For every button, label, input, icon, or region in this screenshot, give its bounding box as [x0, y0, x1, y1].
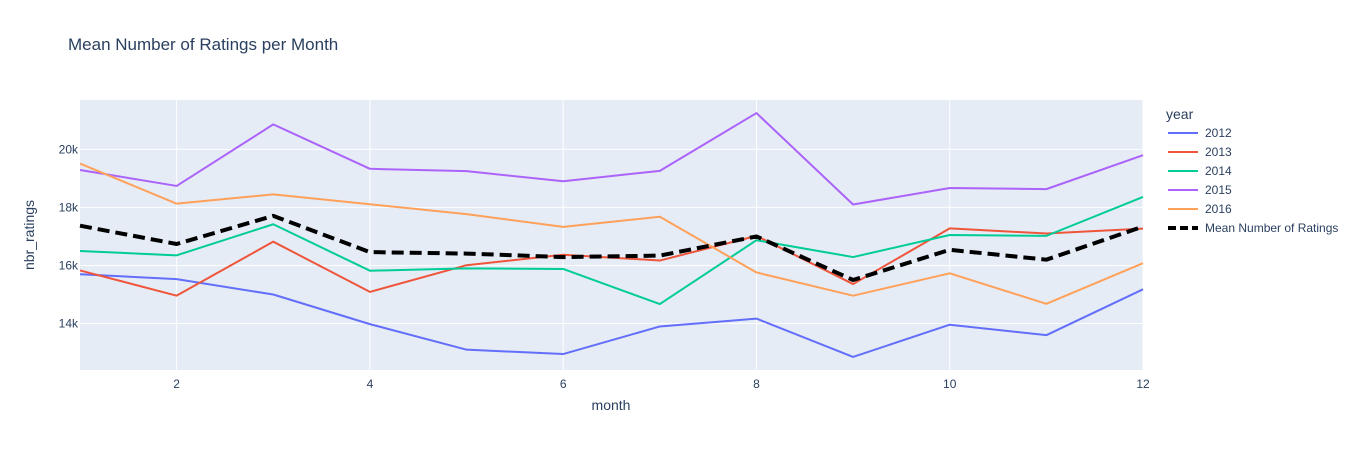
legend-item-label: 2013: [1205, 145, 1232, 159]
legend-item-label: 2012: [1205, 126, 1232, 140]
legend: year 2012 2013 2014 2015 2016 Mean Number of …: [1166, 106, 1338, 235]
gridlines: [80, 100, 1144, 370]
y-tick-label: 20k: [59, 142, 79, 156]
series-line-mean-number-of-ratings: [79, 213, 1144, 282]
x-tick-label: 6: [560, 377, 567, 391]
x-axis-title: month: [592, 397, 631, 413]
legend-item-label: 2014: [1205, 164, 1232, 178]
legend-title: year: [1166, 106, 1194, 122]
x-tick-label: 4: [367, 377, 374, 391]
y-tick-label: 18k: [59, 200, 79, 214]
legend-item-label: 2016: [1205, 202, 1232, 216]
y-axis-title: nbr_ratings: [21, 200, 37, 270]
series-lines: [79, 112, 1144, 358]
y-tick-label: 16k: [59, 258, 79, 272]
x-tick-label: 12: [1136, 377, 1150, 391]
series-line-2015: [79, 112, 1144, 206]
x-tick-label: 2: [173, 377, 180, 391]
chart-title: Mean Number of Ratings per Month: [68, 35, 338, 54]
y-tick-label: 14k: [59, 317, 79, 331]
series-line-2012: [79, 273, 1144, 358]
series-line-2016: [79, 162, 1144, 305]
x-axis-ticks: 2 4 6 8 10 12: [173, 377, 1150, 391]
series-line-2014: [79, 196, 1144, 306]
x-tick-label: 8: [753, 377, 760, 391]
legend-item-label: Mean Number of Ratings: [1205, 221, 1338, 235]
y-axis-ticks: 14k 16k 18k 20k: [59, 142, 79, 330]
legend-item-label: 2015: [1205, 183, 1232, 197]
x-tick-label: 10: [943, 377, 957, 391]
